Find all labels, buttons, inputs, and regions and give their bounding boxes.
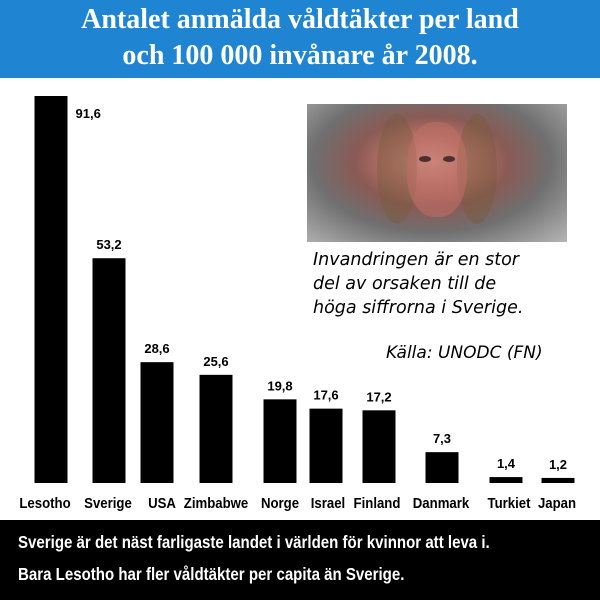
category-label-danmark: Danmark [413, 494, 470, 511]
value-label-japan: 1,2 [549, 457, 567, 472]
bar-zimbabwe [199, 374, 233, 483]
category-label-israel: Israel [311, 494, 345, 511]
category-label-usa: USA [148, 494, 176, 511]
chart-title-line-1: Antalet anmälda våldtäkter per land [81, 4, 519, 35]
source-label: Källa: UNODC (FN) [386, 343, 543, 363]
value-label-usa: 28,6 [144, 341, 169, 356]
value-label-israel: 17,6 [313, 388, 338, 403]
value-label-norge: 19,8 [267, 378, 292, 393]
caption-line-1: Invandringen är en stor [313, 250, 519, 270]
bar-sverige [92, 258, 126, 483]
bar-chart-svg: 91,6 Lesotho 53,2 Sverige 28,6 USA 25,6 Zimbabw… [19, 96, 576, 511]
bar-chart: 91,6 Lesotho 53,2 Sverige 28,6 USA 25,6 Zimbabw… [0, 78, 600, 520]
bar-lesotho [34, 96, 68, 483]
category-label-japan: Japan [538, 494, 576, 511]
bar-danmark [425, 452, 459, 483]
header-banner: Antalet anmälda våldtäkter per land och … [0, 0, 600, 78]
category-label-norge: Norge [261, 494, 299, 511]
footer-banner: Sverige är det näst farligaste landet i … [0, 520, 600, 600]
category-label-turkiet: Turkiet [488, 494, 531, 511]
caption-line-3: höga siffrorna i Sverige. [313, 298, 524, 318]
category-label-finland: Finland [354, 494, 401, 511]
value-label-sverige: 53,2 [96, 237, 121, 252]
woman-photo-image [307, 104, 567, 242]
chart-title-line-2: och 100 000 invånare år 2008. [122, 40, 478, 71]
bar-norge [263, 399, 297, 483]
bar-usa [140, 362, 174, 483]
category-label-lesotho: Lesotho [19, 494, 71, 511]
category-label-zimbabwe: Zimbabwe [184, 494, 249, 511]
value-label-lesotho: 91,6 [76, 106, 101, 121]
category-label-sverige: Sverige [84, 494, 132, 511]
bar-finland [362, 410, 396, 483]
photo-eye-left [419, 156, 431, 162]
value-label-danmark: 7,3 [433, 431, 451, 446]
bar-japan [541, 477, 575, 483]
footer-line-2: Bara Lesotho har fler våldtäkter per cap… [18, 564, 405, 584]
bar-turkiet [489, 477, 523, 483]
photo-eye-right [443, 156, 455, 162]
footer-line-1: Sverige är det näst farligaste landet i … [18, 532, 490, 552]
value-label-turkiet: 1,4 [497, 456, 516, 471]
value-label-finland: 17,2 [366, 389, 391, 404]
value-label-zimbabwe: 25,6 [203, 354, 228, 369]
bar-israel [309, 408, 343, 483]
photo-face [407, 122, 467, 217]
caption-line-2: del av orsaken till de [313, 274, 497, 294]
photo-caption: Invandringen är en stor del av orsaken t… [313, 248, 583, 320]
